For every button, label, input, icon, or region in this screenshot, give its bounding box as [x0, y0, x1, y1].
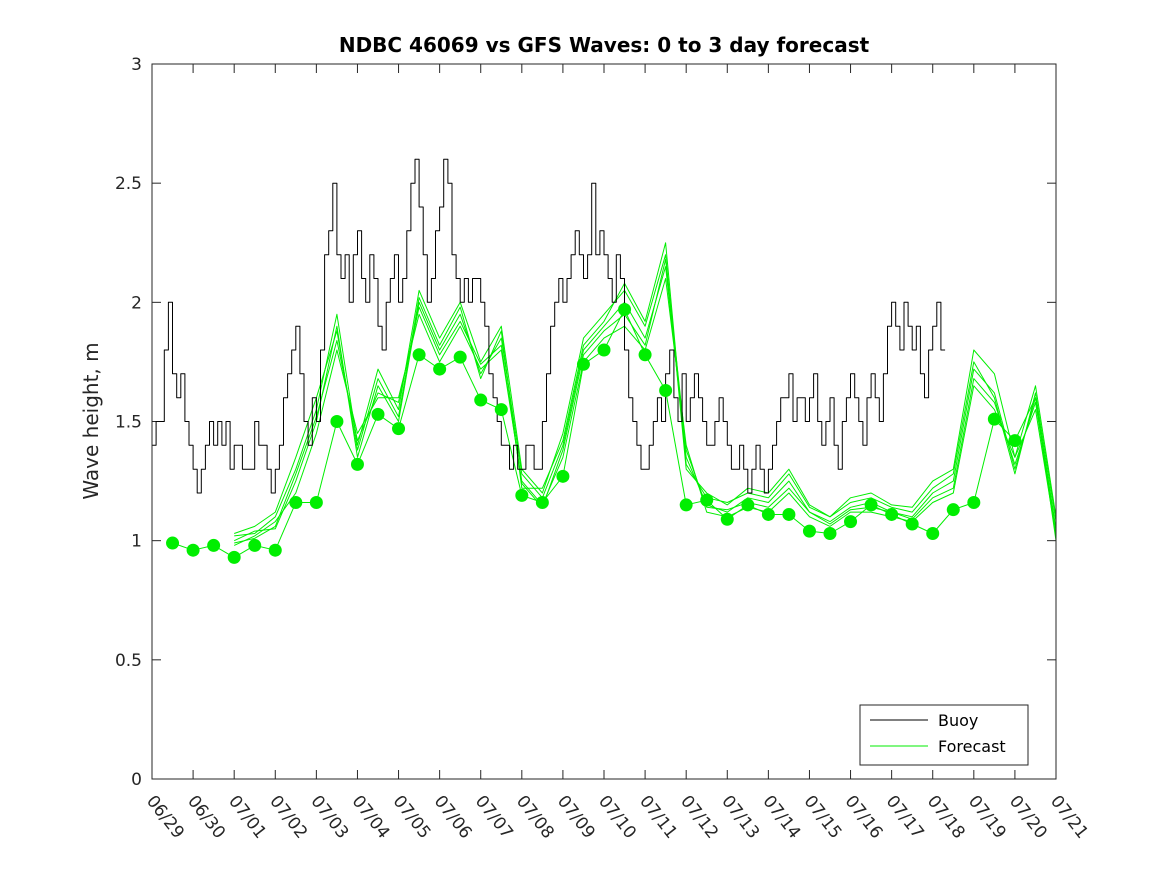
forecast-marker [741, 498, 755, 512]
forecast-marker [227, 550, 241, 564]
forecast-marker [371, 407, 385, 421]
forecast-marker [186, 543, 200, 557]
legend-forecast-label: Forecast [938, 737, 1006, 756]
forecast-marker [166, 536, 180, 550]
y-tick-label: 3 [131, 55, 142, 75]
forecast-marker [1008, 434, 1022, 448]
buoy-series-line [152, 158, 946, 494]
forecast-marker [618, 302, 632, 316]
forecast-marker [720, 512, 734, 526]
forecast-marker [412, 348, 426, 362]
forecast-marker [659, 384, 673, 398]
forecast-marker [248, 538, 262, 552]
forecast-marker [268, 543, 282, 557]
y-tick-label: 2 [131, 293, 142, 313]
forecast-marker [515, 488, 529, 502]
forecast-marker [700, 493, 714, 507]
forecast-marker [679, 498, 693, 512]
plot-area [152, 64, 1056, 779]
y-tick-label: 0.5 [115, 651, 142, 671]
forecast-marker [392, 422, 406, 436]
forecast-marker [885, 507, 899, 521]
forecast-marker [494, 403, 508, 417]
y-tick-label: 1 [131, 532, 142, 552]
y-tick-label: 0 [131, 770, 142, 790]
forecast-marker [823, 527, 837, 541]
y-tick-label: 2.5 [115, 174, 142, 194]
forecast-marker [309, 496, 323, 510]
forecast-marker [556, 469, 570, 483]
forecast-marker [987, 412, 1001, 426]
forecast-marker [433, 362, 447, 376]
forecast-marker [535, 496, 549, 510]
y-tick-label: 1.5 [115, 413, 142, 433]
forecast-marker [926, 527, 940, 541]
forecast-series-line [234, 242, 1057, 534]
forecast-marker [474, 393, 488, 407]
forecast-marker [967, 496, 981, 510]
forecast-marker [844, 515, 858, 529]
y-axis-label: Wave height, m [79, 342, 103, 499]
forecast-marker [761, 507, 775, 521]
forecast-marker [350, 457, 364, 471]
forecast-marker [946, 503, 960, 517]
forecast-marker [905, 517, 919, 531]
legend-box [859, 704, 1029, 766]
forecast-marker [802, 524, 816, 538]
forecast-marker [782, 507, 796, 521]
forecast-marker [289, 496, 303, 510]
forecast-marker [330, 415, 344, 428]
forecast-marker [638, 348, 652, 362]
axes-box [151, 63, 1057, 780]
legend-buoy-label: Buoy [938, 711, 978, 730]
forecast-marker [576, 357, 590, 371]
forecast-marker [207, 538, 221, 552]
chart-title: NDBC 46069 vs GFS Waves: 0 to 3 day fore… [339, 33, 870, 57]
forecast-marker [597, 343, 611, 357]
forecast-series-line [234, 258, 1057, 544]
series-layer [152, 158, 1057, 564]
forecast-series-line [234, 254, 1057, 537]
forecast-marker [453, 350, 467, 364]
forecast-marker [864, 498, 878, 512]
legend: Buoy Forecast [859, 704, 1029, 766]
